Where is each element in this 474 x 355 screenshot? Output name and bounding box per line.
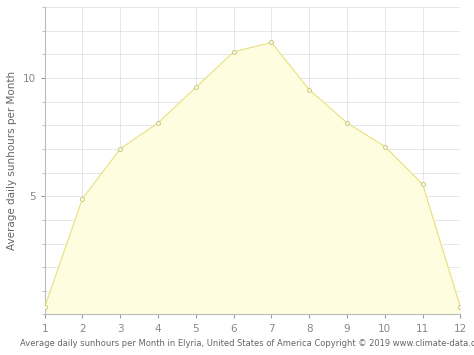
Point	[41, 305, 48, 310]
Point	[154, 120, 162, 126]
Point	[230, 49, 237, 55]
Point	[381, 144, 389, 149]
Point	[456, 305, 464, 310]
Point	[343, 120, 351, 126]
Point	[305, 87, 313, 93]
Point	[192, 84, 200, 90]
Point	[268, 40, 275, 45]
Y-axis label: Average daily sunhours per Month: Average daily sunhours per Month	[7, 71, 17, 250]
Point	[117, 146, 124, 152]
X-axis label: Average daily sunhours per Month in Elyria, United States of America Copyright ©: Average daily sunhours per Month in Elyr…	[20, 339, 474, 348]
Point	[79, 196, 86, 201]
Point	[419, 181, 427, 187]
